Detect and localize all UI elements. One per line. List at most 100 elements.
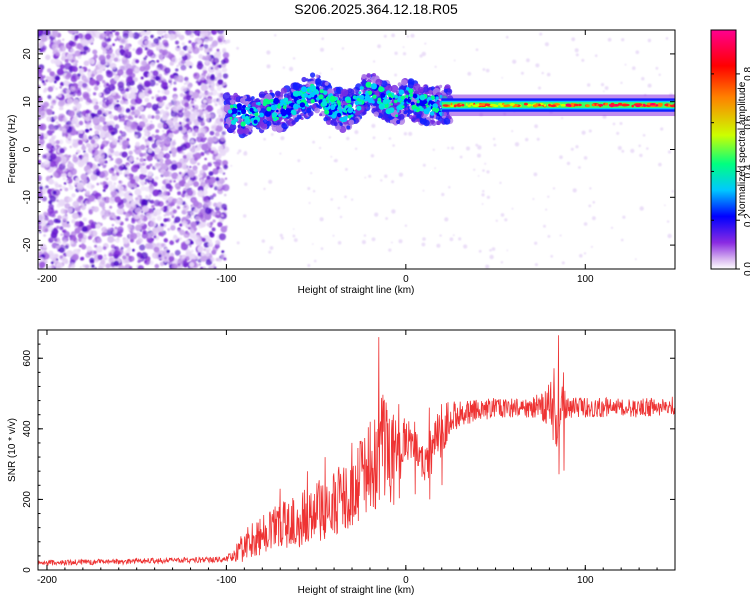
spectrogram-noise-blob <box>50 105 54 109</box>
ridge-halo-blob <box>419 117 427 125</box>
spectrogram-noise-blob <box>99 101 103 105</box>
spectrogram-noise-blob <box>125 217 129 222</box>
spectrogram-noise-blob <box>205 31 212 38</box>
spectrogram-faint-blob <box>238 149 242 153</box>
spectrogram-faint-blob <box>671 190 674 193</box>
spectrogram-noise-blob <box>113 229 118 234</box>
spectrogram-noise-blob <box>162 129 165 133</box>
ridge-core-blob <box>359 86 364 90</box>
spectrogram-faint-blob <box>354 130 359 135</box>
spectrogram-noise-blob <box>39 123 47 131</box>
spectrogram-faint-blob <box>511 130 514 133</box>
spectrogram-noise-blob <box>80 173 88 181</box>
spectrogram-noise-blob <box>220 136 226 142</box>
ridge-core-blob <box>319 89 324 94</box>
spectrogram-noise-blob <box>86 182 93 189</box>
spectrogram-noise-blob <box>92 190 99 197</box>
band-peak-blob <box>617 102 623 106</box>
ridge-halo-blob <box>333 87 337 91</box>
spectrogram-noise-blob <box>180 256 185 261</box>
spectrogram-noise-blob <box>200 216 207 222</box>
spectrogram-noise-blob <box>136 157 139 160</box>
spectrogram-noise-blob <box>108 134 114 141</box>
spectrogram-noise-blob <box>212 193 217 198</box>
ridge-halo-blob <box>229 123 237 131</box>
spectrogram-noise-blob <box>183 114 186 117</box>
spectrogram-noise-blob <box>84 33 92 41</box>
spectrogram-noise-blob <box>89 257 95 263</box>
band-peak-blob <box>465 103 468 106</box>
spectrogram-noise-blob <box>76 110 83 118</box>
spectrogram-faint-blob <box>421 242 426 247</box>
spectrogram-noise-blob <box>185 239 190 245</box>
spectrogram-noise-blob <box>102 257 106 260</box>
spectrogram-noise-blob <box>152 217 156 221</box>
spectrogram-noise-blob <box>109 205 113 209</box>
spectrogram-noise-blob <box>63 173 67 177</box>
spectrogram-noise-blob <box>43 251 48 256</box>
ridge-core-blob <box>319 99 323 103</box>
ridge-halo-blob <box>319 86 324 90</box>
spectrogram-noise-blob <box>46 116 52 122</box>
spectrogram-noise-blob <box>116 208 124 215</box>
spectrogram-faint-blob <box>391 33 395 38</box>
colorbar-tick-label: 0.4 <box>743 164 750 178</box>
spectrogram-noise-blob <box>171 263 178 269</box>
spectrogram-faint-blob <box>236 152 240 155</box>
ridge-halo-blob <box>390 84 399 93</box>
spectrogram-noise-blob <box>82 156 89 163</box>
spectrogram-faint-blob <box>279 152 282 155</box>
spectrogram-noise-blob <box>70 206 74 210</box>
spectrogram-noise-blob <box>190 217 193 220</box>
spectrogram-noise-blob <box>213 100 217 104</box>
spectrogram-noise-blob <box>95 168 100 172</box>
spectrogram-noise-blob <box>222 52 230 59</box>
spectrogram-noise-blob <box>47 94 52 100</box>
spectrogram-faint-blob <box>337 206 341 210</box>
spectrogram-noise-blob <box>57 219 62 224</box>
spectrogram-faint-blob <box>244 182 248 186</box>
spectrogram-noise-blob <box>146 36 149 40</box>
spectrogram-noise-blob <box>220 35 224 39</box>
spectrogram-noise-blob <box>97 109 103 115</box>
spectrogram-faint-blob <box>230 164 233 167</box>
spectrogram-faint-blob <box>499 181 502 184</box>
spectrogram-noise-blob <box>86 97 92 103</box>
spectrogram-faint-blob <box>559 155 563 159</box>
spectrogram-noise-blob <box>125 88 130 92</box>
spectrogram-faint-blob <box>319 72 322 75</box>
spectrogram-noise-blob <box>93 206 99 213</box>
spectrogram-noise-blob <box>102 51 106 55</box>
spectrogram-faint-blob <box>280 236 284 240</box>
spectrogram-noise-blob <box>215 157 218 160</box>
spectrogram-noise-blob <box>125 108 131 113</box>
spectrogram-faint-blob <box>533 172 538 177</box>
spectrogram-noise-blob <box>78 87 82 90</box>
spectrogram-noise-blob <box>122 255 127 260</box>
spectrogram-noise-blob <box>171 215 175 219</box>
spectrogram-noise-blob <box>197 133 201 137</box>
spectrogram-noise-blob <box>151 238 155 241</box>
spectrogram-noise-blob <box>185 117 190 123</box>
spectrogram-noise-blob <box>102 125 109 132</box>
spectrogram-noise-blob <box>175 30 179 33</box>
spectrogram-faint-blob <box>639 153 643 158</box>
spectrogram-noise-blob <box>101 41 108 48</box>
spectrogram-noise-blob <box>68 185 74 190</box>
spectrogram-noise-blob <box>140 252 148 260</box>
ridge-core-blob <box>247 104 251 107</box>
snr-axes: -200 -100 0 100 0 200 400 600 <box>22 329 676 586</box>
spectrogram-noise-blob <box>220 214 224 218</box>
spectrogram-faint-blob <box>361 240 366 245</box>
spectrogram-faint-blob <box>346 136 350 141</box>
spectrogram-noise-blob <box>157 225 164 233</box>
band-peak-blob <box>503 104 508 108</box>
spectrogram-noise-blob <box>151 232 154 236</box>
spectrogram-noise-blob <box>182 165 188 170</box>
spectrogram-noise-blob <box>86 224 92 231</box>
spectrogram-noise-blob <box>146 125 152 131</box>
spectrogram-faint-blob <box>616 131 620 135</box>
spectrogram-noise-blob <box>140 166 148 174</box>
spectrogram-faint-blob <box>403 132 408 136</box>
band-peak-blob <box>467 104 471 108</box>
